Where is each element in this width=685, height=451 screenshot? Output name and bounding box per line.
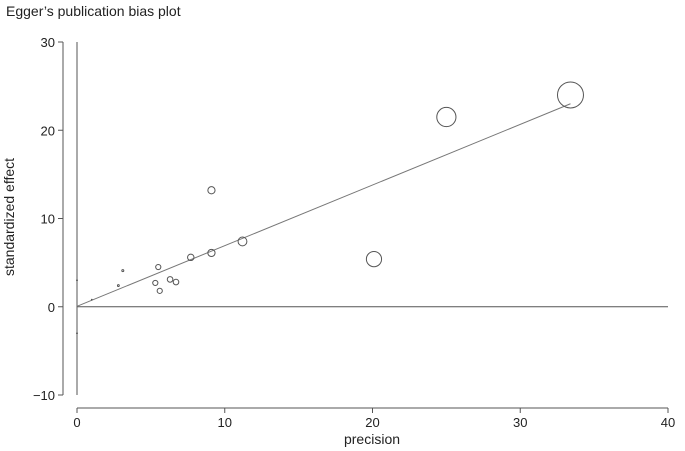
study-point-9 (187, 253, 195, 262)
study-point-12 (237, 236, 248, 247)
x-tick-label-0: 0 (73, 415, 80, 430)
x-tick-label-3: 30 (513, 415, 527, 430)
x-axis-title: precision (344, 431, 400, 447)
study-point-5 (155, 263, 162, 271)
study-point-1 (90, 298, 93, 301)
axes: 0 10 20 30 40 −10 0 10 20 30 (33, 35, 675, 430)
x-tick-label-2: 20 (365, 415, 379, 430)
intercept-ci-lower-mark (76, 332, 78, 335)
study-point-10 (207, 186, 216, 195)
study-point-4 (152, 279, 159, 287)
chart-title: Egger’s publication bias plot (6, 3, 181, 19)
study-point-7 (166, 276, 174, 283)
study-point-15 (556, 81, 584, 109)
study-point-14 (436, 106, 457, 128)
intercept-ci-upper-mark (76, 279, 78, 282)
y-tick-label-1: 0 (48, 300, 55, 315)
y-axis-title: standardized effect (1, 158, 17, 276)
study-point-6 (156, 287, 163, 294)
x-tick-label-4: 40 (661, 415, 675, 430)
y-tick-label-3: 20 (41, 123, 55, 138)
regression-line (76, 103, 571, 307)
y-tick-label-2: 10 (41, 212, 55, 227)
study-point-3 (121, 269, 125, 273)
study-point-13 (365, 250, 383, 268)
y-tick-label-4: 30 (41, 35, 55, 50)
study-point-2 (116, 284, 120, 287)
x-tick-label-1: 10 (218, 415, 232, 430)
plot-area (76, 42, 668, 395)
study-point-11 (207, 248, 216, 258)
study-point-8 (172, 278, 180, 286)
y-tick-label-0: −10 (33, 388, 55, 403)
